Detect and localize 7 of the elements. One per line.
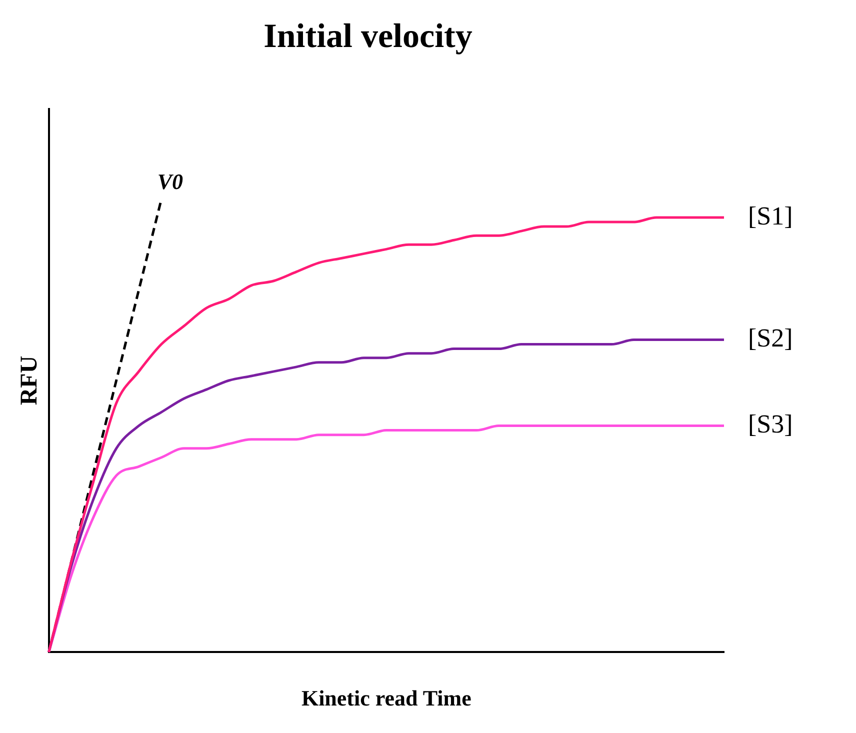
series-label: [S1] <box>748 201 793 230</box>
chart-title: Initial velocity <box>264 18 472 56</box>
y-axis-title: RFU <box>16 356 43 406</box>
series-label: [S2] <box>748 324 793 353</box>
series-label: V0 <box>157 169 184 194</box>
series-label: [S3] <box>748 410 793 439</box>
x-axis-title: Kinetic read Time <box>301 685 472 710</box>
